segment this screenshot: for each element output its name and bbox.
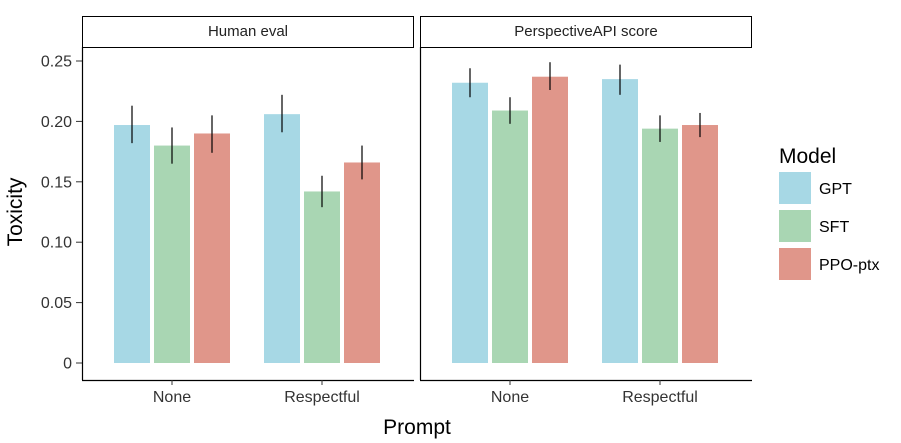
- y-tick-label: 0.10: [41, 235, 72, 252]
- x-tick-label: None: [491, 389, 529, 406]
- y-tick-label: 0: [63, 356, 72, 373]
- legend-label: SFT: [819, 219, 849, 236]
- x-tick-label: Respectful: [284, 389, 360, 406]
- bar: [154, 145, 190, 363]
- facet-title: PerspectiveAPI score: [514, 23, 657, 40]
- x-tick-label: Respectful: [622, 389, 698, 406]
- y-tick-label: 0.25: [41, 54, 72, 71]
- legend-swatch: [779, 248, 811, 280]
- facet-title: Human eval: [208, 23, 288, 40]
- bar: [304, 191, 340, 363]
- bar: [452, 82, 488, 363]
- x-tick-label: None: [153, 389, 191, 406]
- legend-label: PPO-ptx: [819, 257, 879, 274]
- facet-strip: [82, 16, 414, 48]
- bar: [344, 162, 380, 363]
- bar: [532, 76, 568, 363]
- bar: [492, 110, 528, 363]
- legend-swatch: [779, 210, 811, 242]
- y-axis-title: Toxicity: [4, 177, 27, 246]
- y-tick-label: 0.20: [41, 114, 72, 131]
- bar: [114, 125, 150, 363]
- legend-swatch: [779, 172, 811, 204]
- y-tick-label: 0.15: [41, 174, 72, 191]
- bar: [682, 125, 718, 363]
- bar: [264, 114, 300, 363]
- bar: [602, 79, 638, 364]
- y-tick-label: 0.05: [41, 295, 72, 312]
- legend-label: GPT: [819, 181, 852, 198]
- bar: [642, 128, 678, 363]
- x-axis-title: Prompt: [383, 416, 451, 439]
- facet-strip: [420, 16, 752, 48]
- bar: [194, 133, 230, 363]
- legend-title: Model: [779, 145, 836, 168]
